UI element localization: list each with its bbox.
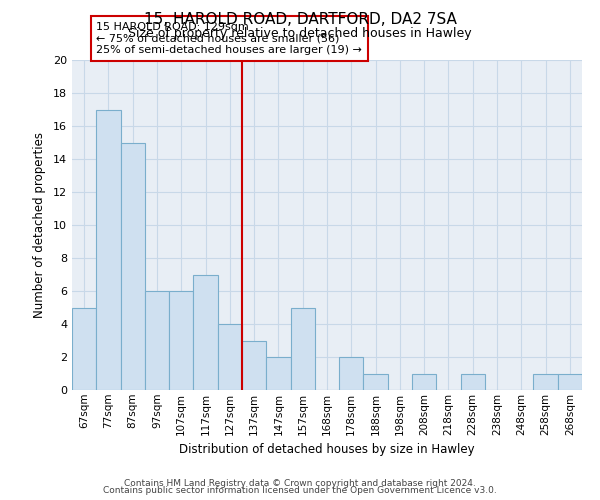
- Bar: [461, 374, 485, 390]
- Bar: [266, 357, 290, 390]
- Bar: [364, 374, 388, 390]
- Bar: [339, 357, 364, 390]
- Bar: [193, 274, 218, 390]
- Text: Contains HM Land Registry data © Crown copyright and database right 2024.: Contains HM Land Registry data © Crown c…: [124, 478, 476, 488]
- Bar: [96, 110, 121, 390]
- Text: 15 HAROLD ROAD: 129sqm
← 75% of detached houses are smaller (56)
25% of semi-det: 15 HAROLD ROAD: 129sqm ← 75% of detached…: [96, 22, 362, 55]
- Y-axis label: Number of detached properties: Number of detached properties: [33, 132, 46, 318]
- X-axis label: Distribution of detached houses by size in Hawley: Distribution of detached houses by size …: [179, 443, 475, 456]
- Text: 15, HAROLD ROAD, DARTFORD, DA2 7SA: 15, HAROLD ROAD, DARTFORD, DA2 7SA: [143, 12, 457, 28]
- Bar: [242, 340, 266, 390]
- Bar: [412, 374, 436, 390]
- Bar: [290, 308, 315, 390]
- Bar: [533, 374, 558, 390]
- Text: Contains public sector information licensed under the Open Government Licence v3: Contains public sector information licen…: [103, 486, 497, 495]
- Bar: [145, 291, 169, 390]
- Bar: [558, 374, 582, 390]
- Bar: [218, 324, 242, 390]
- Bar: [121, 142, 145, 390]
- Text: Size of property relative to detached houses in Hawley: Size of property relative to detached ho…: [128, 28, 472, 40]
- Bar: [169, 291, 193, 390]
- Bar: [72, 308, 96, 390]
